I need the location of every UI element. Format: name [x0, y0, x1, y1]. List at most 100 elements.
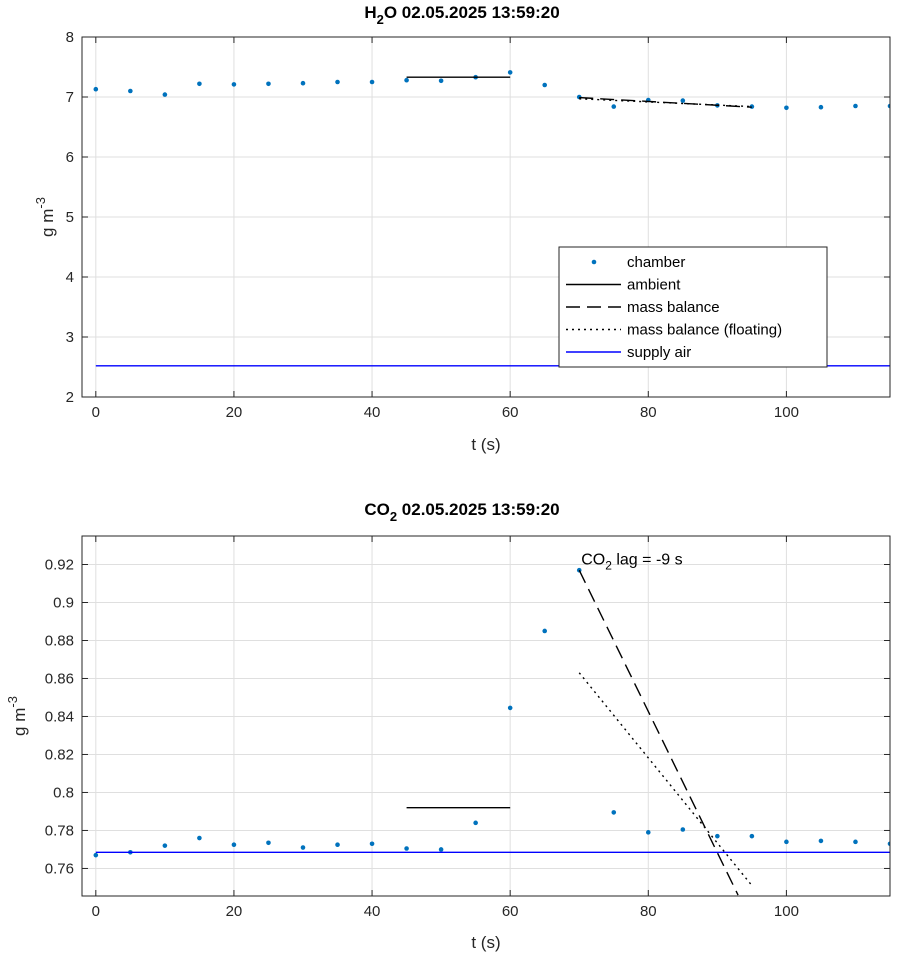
- title-subscript: 2: [377, 12, 384, 27]
- x-axis-label: t (s): [471, 933, 500, 952]
- x-tick-label: 100: [774, 404, 799, 421]
- data-point-chamber: [853, 839, 858, 845]
- annotation-prefix: CO: [581, 551, 605, 568]
- series-line-mass-balance: [579, 96, 752, 108]
- data-point-chamber: [93, 852, 99, 858]
- y-tick-label: 7: [66, 89, 74, 106]
- data-point-chamber: [749, 833, 755, 839]
- data-point-chamber: [335, 842, 340, 848]
- data-point-chamber: [645, 830, 651, 835]
- x-tick-label: 60: [502, 404, 519, 421]
- series-line-mass-balance: [578, 569, 739, 896]
- data-point-chamber: [369, 79, 375, 85]
- data-point-chamber: [369, 841, 375, 847]
- y-axis-label: g m-3: [5, 696, 29, 736]
- x-tick-label: 0: [92, 404, 100, 421]
- title-timestamp: 02.05.2025 13:59:20: [397, 500, 560, 519]
- legend-label-mass-balance-floating: mass balance (floating): [627, 322, 782, 339]
- data-point-chamber: [887, 841, 890, 847]
- data-point-chamber: [404, 846, 409, 851]
- x-tick-label: 20: [226, 903, 243, 920]
- legend-label-mass-balance: mass balance: [627, 299, 720, 316]
- data-point-chamber: [818, 104, 824, 110]
- x-tick-label: 40: [364, 404, 381, 421]
- title-species: CO: [364, 500, 390, 519]
- series-line-mass-balance-floating: [579, 98, 752, 108]
- y-label-exponent: -3: [5, 696, 20, 708]
- data-point-chamber: [680, 98, 686, 103]
- data-point-chamber: [128, 88, 133, 94]
- y-tick-label: 0.9: [53, 594, 74, 611]
- data-point-chamber: [542, 82, 548, 88]
- data-point-chamber: [197, 835, 202, 841]
- data-point-chamber: [507, 705, 513, 711]
- data-point-chamber: [231, 82, 237, 87]
- legend-marker-chamber: [591, 259, 597, 265]
- y-label-unit: g m: [38, 209, 57, 237]
- y-tick-label: 2: [66, 389, 74, 406]
- y-tick-label: 0.86: [45, 670, 74, 687]
- y-axis-label: g m-3: [33, 197, 57, 237]
- y-tick-label: 0.82: [45, 746, 74, 763]
- annotation-subscript: 2: [605, 558, 612, 572]
- y-tick-label: 3: [66, 329, 74, 346]
- y-tick-label: 0.8: [53, 784, 74, 801]
- y-tick-label: 0.84: [45, 708, 74, 725]
- data-point-chamber: [611, 104, 617, 109]
- y-tick-label: 0.88: [45, 632, 74, 649]
- y-label-exponent: -3: [33, 197, 48, 209]
- data-point-chamber: [266, 840, 271, 846]
- data-point-chamber: [438, 847, 444, 852]
- y-label-unit: g m: [10, 708, 29, 736]
- x-tick-label: 80: [640, 903, 657, 920]
- legend: chamber ambient mass balance mass balance (…: [558, 246, 828, 368]
- data-point-chamber: [300, 80, 306, 86]
- data-layer: [93, 567, 890, 896]
- data-point-chamber: [542, 628, 548, 634]
- plot-2: 0 20 40 60 80 100 0.76 0.78 0.8 0.82 0.84 0.86 0.88 0…: [5, 500, 891, 952]
- data-point-chamber: [93, 86, 99, 92]
- chart-title: CO2 02.05.2025 13:59:20: [364, 500, 559, 524]
- x-tick-label: 20: [226, 404, 243, 421]
- y-tick-label: 0.78: [45, 822, 74, 839]
- data-point-chamber: [404, 77, 409, 83]
- chart-title: H2O 02.05.2025 13:59:20: [364, 3, 559, 27]
- data-point-chamber: [231, 842, 237, 848]
- data-point-chamber: [784, 839, 789, 845]
- data-point-chamber: [818, 838, 824, 844]
- y-tick-label: 4: [66, 269, 74, 286]
- x-tick-label: 80: [640, 404, 657, 421]
- data-point-chamber: [335, 79, 340, 85]
- title-species: H: [364, 3, 376, 22]
- y-tick-label: 0.76: [45, 860, 74, 877]
- data-point-chamber: [300, 845, 306, 850]
- x-tick-label: 100: [774, 903, 799, 920]
- legend-label-supply-air: supply air: [627, 344, 691, 361]
- data-point-chamber: [438, 78, 444, 84]
- y-tick-label: 6: [66, 149, 74, 166]
- legend-label-chamber: chamber: [627, 254, 685, 271]
- data-point-chamber: [887, 103, 890, 109]
- title-subscript: 2: [390, 509, 397, 524]
- legend-box: [558, 246, 828, 368]
- x-tick-label: 0: [92, 903, 100, 920]
- y-tick-label: 0.92: [45, 556, 74, 573]
- data-point-chamber: [473, 820, 478, 826]
- x-tick-label: 40: [364, 903, 381, 920]
- x-axis-label: t (s): [471, 435, 500, 454]
- data-point-chamber: [611, 810, 617, 815]
- annotation-suffix: lag = -9 s: [612, 551, 683, 568]
- title-timestamp: O 02.05.2025 13:59:20: [384, 3, 560, 22]
- data-point-chamber: [680, 827, 686, 832]
- data-point-chamber: [162, 843, 168, 848]
- y-tick-label: 8: [66, 29, 74, 46]
- data-point-chamber: [507, 70, 513, 75]
- data-point-chamber: [162, 92, 168, 97]
- data-point-chamber: [197, 81, 202, 87]
- series-line-mass-balance-floating: [578, 672, 753, 886]
- y-tick-label: 5: [66, 209, 74, 226]
- legend-label-ambient: ambient: [627, 277, 681, 294]
- lag-annotation: CO2 lag = -9 s: [581, 551, 682, 572]
